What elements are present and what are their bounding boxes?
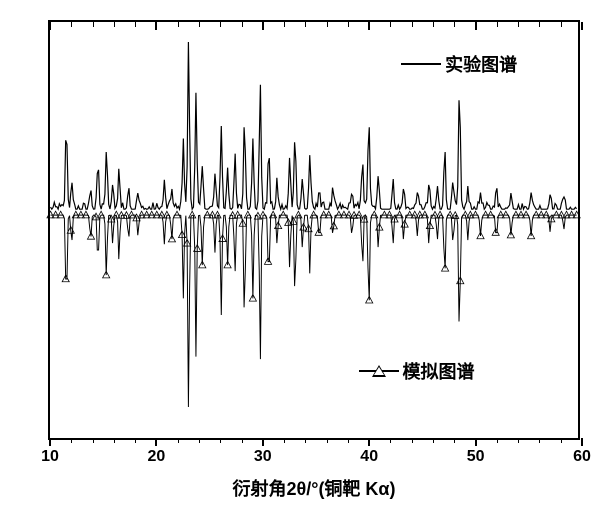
x-minor-tick-top — [220, 22, 221, 27]
legend-exp-label: 实验图谱 — [445, 51, 517, 77]
x-minor-tick-top — [518, 22, 519, 27]
x-axis-label: 衍射角2θ/°(铜靶 Kα) — [233, 475, 396, 501]
x-tick-label: 10 — [41, 448, 59, 466]
x-minor-tick-top — [135, 22, 136, 27]
x-minor-tick-top — [242, 22, 243, 27]
data-svg — [50, 22, 578, 438]
x-tick — [368, 438, 370, 446]
x-minor-tick — [327, 438, 328, 443]
chart-container: 实验图谱 模拟图谱 102030405060 衍射角2θ/°(铜靶 Kα) — [0, 0, 597, 515]
x-minor-tick — [242, 438, 243, 443]
x-minor-tick — [348, 438, 349, 443]
x-minor-tick — [497, 438, 498, 443]
x-tick-label: 60 — [573, 448, 591, 466]
x-minor-tick-top — [93, 22, 94, 27]
x-minor-tick — [114, 438, 115, 443]
x-minor-tick — [390, 438, 391, 443]
x-minor-tick-top — [305, 22, 306, 27]
x-minor-tick — [199, 438, 200, 443]
x-minor-tick — [454, 438, 455, 443]
x-tick-top — [262, 22, 264, 30]
x-minor-tick-top — [561, 22, 562, 27]
x-minor-tick-top — [433, 22, 434, 27]
x-minor-tick — [518, 438, 519, 443]
x-minor-tick-top — [178, 22, 179, 27]
x-tick — [581, 438, 583, 446]
x-minor-tick-top — [412, 22, 413, 27]
x-minor-tick — [93, 438, 94, 443]
x-tick-label: 20 — [147, 448, 165, 466]
x-minor-tick — [135, 438, 136, 443]
x-minor-tick-top — [497, 22, 498, 27]
x-minor-tick-top — [454, 22, 455, 27]
x-minor-tick-top — [284, 22, 285, 27]
x-tick-top — [49, 22, 51, 30]
simulated-trace — [51, 215, 577, 407]
legend-sim-label: 模拟图谱 — [403, 358, 475, 384]
legend-experimental: 实验图谱 — [401, 51, 517, 77]
x-tick-top — [581, 22, 583, 30]
legend-exp-line-icon — [401, 63, 441, 65]
x-tick-top — [368, 22, 370, 30]
x-minor-tick — [433, 438, 434, 443]
x-tick-label: 40 — [360, 448, 378, 466]
x-minor-tick — [178, 438, 179, 443]
legend-sim-line-icon — [359, 370, 399, 372]
x-minor-tick — [220, 438, 221, 443]
x-minor-tick-top — [539, 22, 540, 27]
x-minor-tick — [539, 438, 540, 443]
triangle-icon — [372, 365, 386, 377]
x-minor-tick — [305, 438, 306, 443]
x-minor-tick — [561, 438, 562, 443]
x-tick — [262, 438, 264, 446]
x-minor-tick-top — [71, 22, 72, 27]
x-minor-tick-top — [199, 22, 200, 27]
x-minor-tick-top — [390, 22, 391, 27]
x-tick-top — [155, 22, 157, 30]
x-tick-label: 30 — [254, 448, 272, 466]
x-tick-label: 50 — [467, 448, 485, 466]
x-tick-top — [475, 22, 477, 30]
x-minor-tick — [284, 438, 285, 443]
x-tick — [155, 438, 157, 446]
x-tick — [49, 438, 51, 446]
x-minor-tick — [71, 438, 72, 443]
plot-area: 实验图谱 模拟图谱 102030405060 — [48, 20, 580, 440]
x-minor-tick — [412, 438, 413, 443]
legend-simulated: 模拟图谱 — [359, 358, 475, 384]
x-minor-tick-top — [114, 22, 115, 27]
x-minor-tick-top — [327, 22, 328, 27]
x-minor-tick-top — [348, 22, 349, 27]
x-tick — [475, 438, 477, 446]
